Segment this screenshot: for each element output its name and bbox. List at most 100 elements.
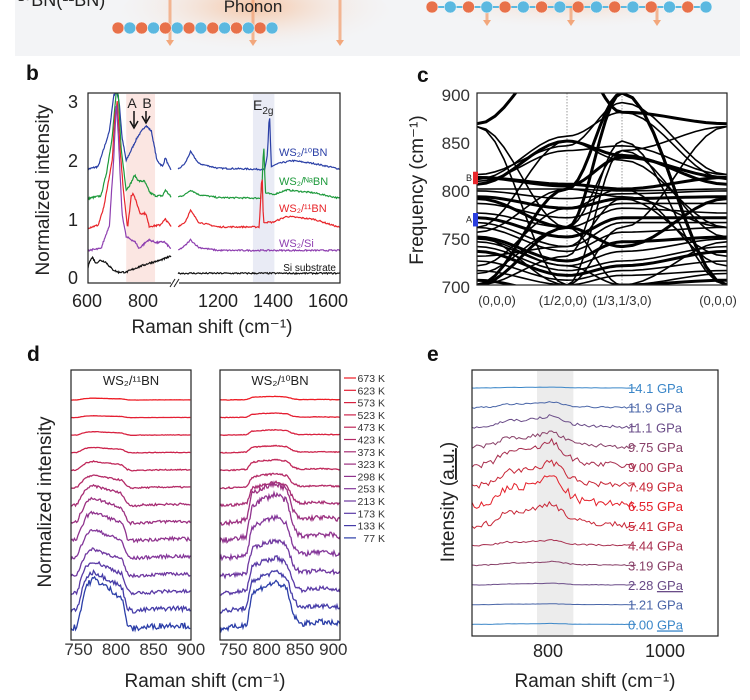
mode-marker-A [473,213,478,227]
atom [590,0,603,14]
spectrum-line [71,560,191,596]
atom [242,21,255,35]
kpoint-label: (1/2,0,0) [539,293,587,308]
y-tick: 750 [442,230,470,249]
spectrum-line [220,579,340,634]
subplot-title: WS₂/¹¹BN [103,373,159,388]
x-axis-label: Raman shift (cm⁻¹) [515,671,676,692]
pressure-unit: GPa [657,519,684,534]
legend-label: 77 K [363,533,385,545]
phonon-bands [477,93,727,285]
series-label: Si substrate [283,263,336,274]
atom [535,0,548,14]
pressure-label: 9.00 GPa [628,460,684,475]
spectrum-line [71,483,191,508]
arrow-head-icon [653,20,661,26]
spectrum-line [88,255,172,275]
y-axis-label: Frequency (cm⁻¹) [407,115,428,264]
spectrum-line [88,101,172,230]
atom [480,0,494,14]
legend-label: 213 K [358,496,385,508]
shaded-region [537,371,574,635]
spectrum-line [220,569,340,614]
spectrum-line [472,560,637,567]
spectrum-line [220,395,340,401]
spectra [88,93,340,276]
spectrum-line [472,401,637,409]
spectrum-line [220,412,340,419]
atom [444,0,457,14]
spectra [472,386,637,626]
x-tick: 800 [128,291,158,311]
x-tick: 1600 [308,291,348,311]
spectrum-line [472,386,636,389]
spectrum-line [177,148,340,200]
plot-frame [476,92,728,286]
x-tick: 900 [177,640,205,659]
annotation-E2g: E2g [253,97,273,117]
x-tick: 800 [102,640,130,659]
spectrum-line [220,554,340,596]
spectrum-line [472,582,636,586]
pressure-unit: GPa [656,420,683,435]
spectrum-line [472,603,636,606]
pressure-value: 7.49 [628,480,653,495]
phonon-band [477,93,727,126]
atom [626,0,640,14]
atom [608,0,621,14]
phonon-band [477,188,727,233]
arrow-head-icon [483,20,491,26]
atom [206,21,220,35]
panel-c: c BA 900 850 800 750 700 (0,0,0) (1/2,0,… [407,64,737,308]
mode-marker-label: A [466,215,472,225]
pressure-value: 6.55 [628,499,653,514]
atom [170,21,184,35]
atom [253,21,267,35]
atom [265,21,279,35]
pressure-unit: GPa [657,499,684,514]
spectrum-line [71,474,191,490]
y-tick: 2 [68,151,78,171]
spectrum-line [220,444,340,454]
pressure-unit: GPa [657,440,684,455]
phonon-band [477,216,727,239]
arrow-down-icon [129,111,139,130]
y-tick: 1 [68,210,78,230]
spectrum-line [71,415,191,419]
subplot-title: WS₂/¹⁰BN [251,373,308,388]
legend-label: 473 K [358,422,385,434]
x-axis-label: Raman shift (cm⁻¹) [125,671,286,692]
spectrum-line [220,428,340,437]
pressure-label: 3.19 GPa [628,558,684,573]
phonon-band [477,245,727,272]
x-ticks: 750 800 850 900 750 800 850 900 [64,640,347,659]
spectrum-line [71,510,191,544]
pressure-value: 0.00 [628,617,653,632]
kpoint-label: (1/3,1/3,0) [592,293,651,308]
panel-label-b: b [26,62,39,85]
pressure-label: 11.1 GPa [628,420,683,435]
x-tick: 600 [72,291,102,311]
phonon-band [477,235,727,263]
atom [681,0,694,14]
x-tick: 1400 [253,291,293,311]
pressure-value: 9.75 [628,440,653,455]
spectrum-line [472,539,637,547]
pressure-unit: GPa [657,460,684,475]
legend-label: 133 K [358,521,385,533]
spectrum-line [71,547,191,579]
pressure-unit: GPa [657,480,684,495]
x-tick: 850 [286,640,314,659]
plot-frame [87,92,341,284]
phonon-band [477,269,727,285]
panel-d: d WS₂/¹¹BN WS₂/¹⁰BN 750 800 850 900 750 800 85… [27,343,385,692]
pressure-label: 6.55 GPa [628,499,684,514]
y-tick: 850 [442,134,470,153]
legend-label: 373 K [358,447,385,459]
spectrum-line [472,459,637,489]
pressure-label: 5.41 GPa [628,519,684,534]
panel-label-e: e [427,343,439,366]
pressure-value: 2.28 [628,578,653,593]
spectra-11BN [71,397,191,633]
annotation-B: B [142,95,151,111]
